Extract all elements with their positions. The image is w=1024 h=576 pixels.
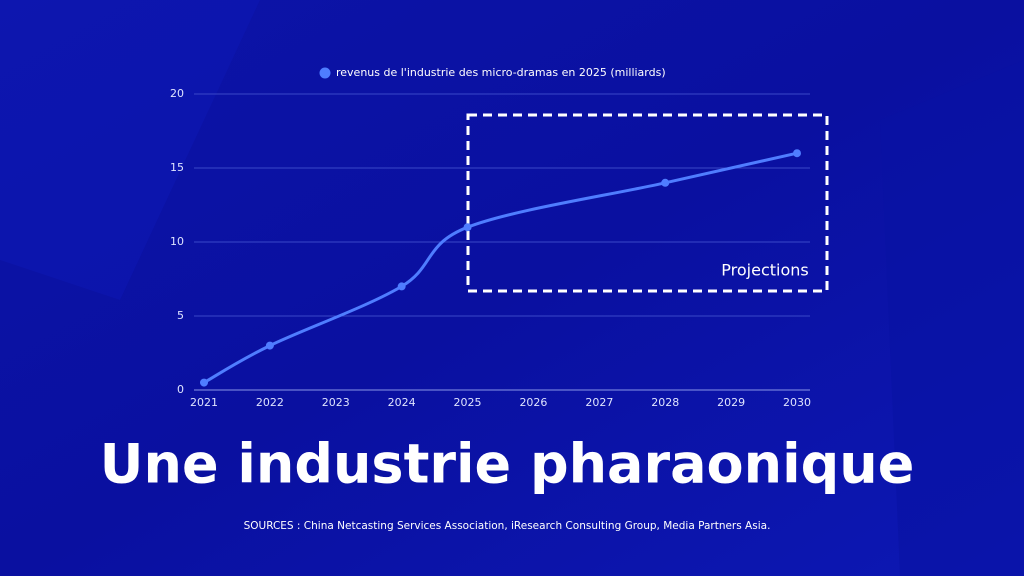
y-tick-label: 15: [170, 161, 184, 174]
projection-box: [466, 113, 829, 293]
x-tick-label: 2029: [717, 396, 745, 409]
legend-label: revenus de l'industrie des micro-dramas …: [336, 66, 666, 79]
sources: SOURCES : China Netcasting Services Asso…: [244, 520, 771, 532]
bg-shape: [880, 60, 1024, 576]
point: [200, 378, 208, 387]
x-tick-label: 2021: [190, 396, 218, 409]
point: [265, 341, 274, 350]
point: [397, 282, 406, 291]
point: [463, 223, 472, 232]
y-tick-label: 0: [177, 383, 184, 396]
x-tick-label: 2027: [585, 396, 613, 409]
legend-marker: [319, 67, 331, 79]
x-tick-label: 2024: [388, 396, 416, 409]
point: [661, 178, 670, 187]
point: [793, 149, 801, 158]
x-tick-label: 2026: [519, 396, 547, 409]
annotation: Projections: [721, 261, 808, 280]
x-tick-label: 2023: [322, 396, 350, 409]
y-tick-label: 10: [170, 235, 184, 248]
y-tick-label: 5: [177, 309, 184, 322]
y-tick-label: 20: [170, 87, 184, 100]
x-tick-label: 2022: [256, 396, 284, 409]
x-tick-label: 2028: [651, 396, 679, 409]
bg-shape: [0, 0, 260, 300]
chart-title: Une industrie pharaonique: [100, 433, 915, 496]
x-tick-label: 2025: [454, 396, 482, 409]
x-tick-label: 2030: [783, 396, 811, 409]
